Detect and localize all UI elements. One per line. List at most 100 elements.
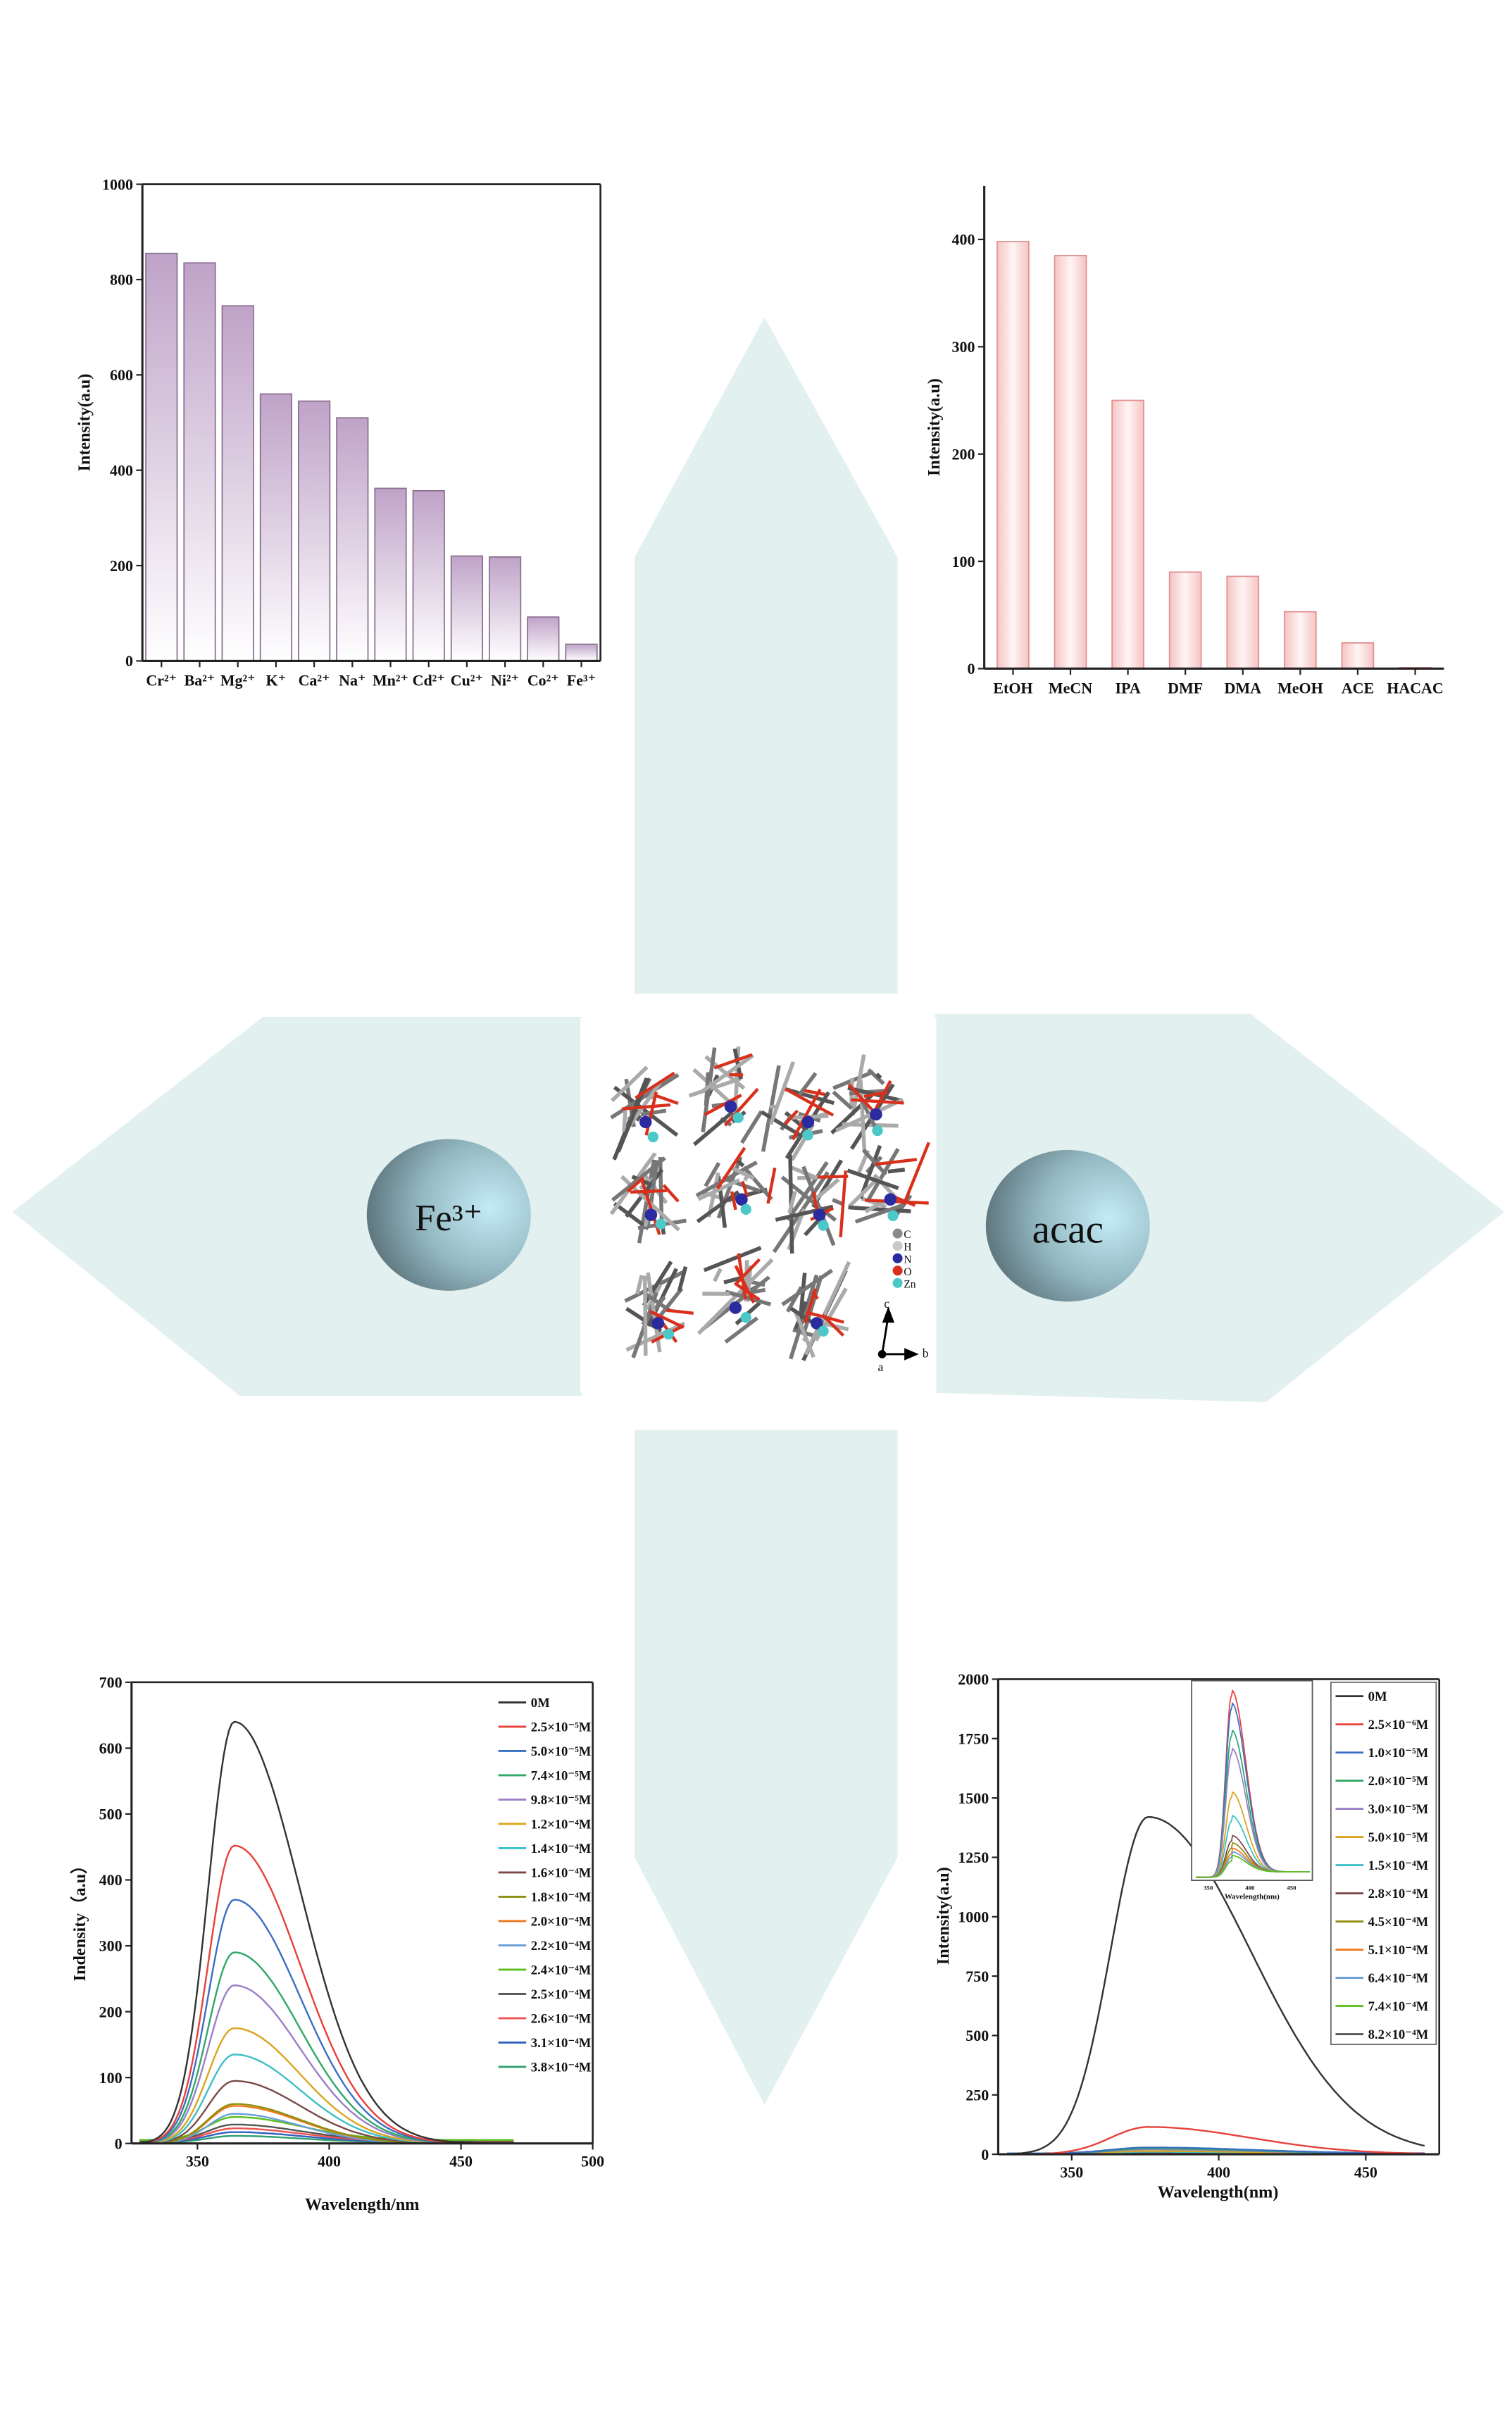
bond <box>725 1289 772 1306</box>
bond <box>768 1061 796 1125</box>
y-tick-label: 600 <box>110 366 133 384</box>
legend-label: 0M <box>1368 1689 1387 1704</box>
bond <box>801 1165 836 1246</box>
left-arrow <box>12 1016 582 1396</box>
molecule-cluster <box>695 1146 777 1228</box>
atom-n <box>639 1115 652 1129</box>
series-line <box>139 1844 514 2144</box>
atom-n <box>801 1115 815 1129</box>
atom-zn <box>818 1325 829 1337</box>
atom-n <box>724 1100 737 1113</box>
bar <box>412 489 445 662</box>
series-line <box>1006 1815 1425 2155</box>
bond <box>789 1165 816 1179</box>
x-tick-label: 500 <box>581 2153 604 2170</box>
atom-legend-label: Zn <box>904 1278 916 1290</box>
right-arrow <box>935 1013 1505 1403</box>
bond <box>697 1178 740 1201</box>
x-tick-label: Mg²⁺ <box>220 672 256 689</box>
arrows <box>12 317 1505 2105</box>
line-chart-fe-titration: 0 100 200 300 400 500 600 700 350 400 450 500 0M 2.5×… <box>99 1674 604 2170</box>
atom-zn <box>732 1112 744 1123</box>
bar <box>259 393 292 662</box>
legend-label: 9.8×10⁻⁵M <box>531 1793 592 1808</box>
atom-n <box>884 1193 897 1206</box>
atom-legend-label: O <box>904 1266 911 1278</box>
x-axis-label: Wavelength(nm) <box>1158 2183 1279 2202</box>
bar <box>996 241 1030 670</box>
bond <box>642 1261 673 1307</box>
bond <box>861 1149 888 1176</box>
bond <box>622 1110 627 1132</box>
bond-oxygen <box>730 1191 737 1211</box>
x-tick-label: K⁺ <box>266 672 287 689</box>
bond <box>875 1073 882 1080</box>
legend-label: 1.4×10⁻⁴M <box>531 1842 592 1856</box>
legend-label: 1.5×10⁻⁴M <box>1368 1858 1429 1873</box>
legend-label: 0M <box>531 1696 550 1711</box>
bond <box>848 1205 911 1213</box>
fe-ion-circle: Fe³⁺ <box>366 1139 531 1291</box>
bar <box>1111 399 1144 670</box>
bond-oxygen <box>864 1199 929 1205</box>
y-axis-label: Intensity(a.u) <box>925 378 944 476</box>
legend-label: 2.8×10⁻⁴M <box>1368 1887 1429 1901</box>
x-axis-label: Wavelength/nm <box>305 2195 419 2214</box>
atom-n <box>644 1208 658 1221</box>
atom-zn <box>802 1130 813 1141</box>
inset-x-axis-label: Wavelength(nm) <box>1225 1893 1280 1901</box>
bar <box>450 555 484 662</box>
bond-oxygen <box>902 1142 930 1206</box>
y-tick-label: 0 <box>967 660 975 677</box>
y-axis-label: Indensity（a.u） <box>70 1857 89 1982</box>
y-tick-label: 200 <box>110 557 133 575</box>
y-tick-label: 750 <box>966 1968 989 1985</box>
bond <box>701 1054 754 1093</box>
bond-oxygen <box>741 1180 749 1198</box>
bar <box>1168 571 1202 670</box>
legend-label: 1.8×10⁻⁴M <box>531 1890 592 1905</box>
legend-label: 5.0×10⁻⁵M <box>1368 1830 1429 1845</box>
bond-oxygen <box>734 1265 756 1304</box>
legend-label: 2.5×10⁻⁶M <box>1368 1718 1429 1732</box>
bond-oxygen <box>875 1080 892 1109</box>
inset-chart: 350 400 450 Wavelength(nm) <box>1191 1680 1313 1901</box>
y-tick-label: 2000 <box>958 1670 989 1688</box>
bond <box>787 1190 797 1214</box>
bond <box>611 1065 649 1102</box>
atom-zn <box>655 1218 667 1230</box>
x-tick-label: Cu²⁺ <box>451 672 483 689</box>
x-tick-label: Mn²⁺ <box>373 672 408 689</box>
molecule-cluster <box>760 1061 835 1161</box>
legend: 0M 2.5×10⁻⁶M 1.0×10⁻⁵M 2.0×10⁻⁵M 3.0×10⁻⁵M 5.… <box>1330 1681 1437 2045</box>
atom-legend-swatch <box>892 1228 903 1239</box>
bond <box>797 1072 818 1096</box>
bar-chart-metal-ions: Cr²⁺ Ba²⁺ Mg²⁺ K⁺ Ca²⁺ Na⁺ Mn²⁺ Cd²⁺ Cu²⁺ Ni²⁺ Co²… <box>102 175 601 689</box>
bond <box>786 1161 829 1221</box>
bond <box>832 1090 854 1111</box>
x-tick-label: Fe³⁺ <box>567 672 596 689</box>
x-tick-label: ACE <box>1342 680 1374 697</box>
atom-n <box>735 1193 748 1206</box>
bond <box>635 1114 642 1122</box>
legend-label: 3.1×10⁻⁴M <box>531 2036 592 2051</box>
bond <box>797 1273 807 1327</box>
bond-oxygen <box>622 1103 671 1111</box>
line-chart-acac-titration: 0 250 500 750 1000 1250 1500 1750 2000 350 400 450 0… <box>958 1670 1441 2181</box>
bond <box>692 1111 734 1146</box>
bond-oxygen <box>733 1258 761 1287</box>
legend: 0M 2.5×10⁻⁵M 5.0×10⁻⁵M 7.4×10⁻⁵M 9.8×10⁻⁵M 1.… <box>498 1696 592 2075</box>
legend-box <box>1330 1681 1437 2045</box>
bond <box>793 1309 816 1358</box>
bond <box>713 1268 723 1282</box>
legend-label: 4.5×10⁻⁴M <box>1368 1915 1429 1930</box>
atom-n <box>813 1208 826 1221</box>
bond-oxygen <box>654 1094 679 1106</box>
molecule-cluster <box>688 1046 763 1146</box>
bond-oxygen <box>630 1189 667 1194</box>
legend-label: 7.4×10⁻⁵M <box>531 1769 592 1784</box>
x-tick-label: 450 <box>449 2153 473 2170</box>
x-tick-label: 450 <box>1354 2163 1377 2181</box>
legend-label: 2.6×10⁻⁴M <box>531 2012 592 2027</box>
bar <box>221 305 254 662</box>
